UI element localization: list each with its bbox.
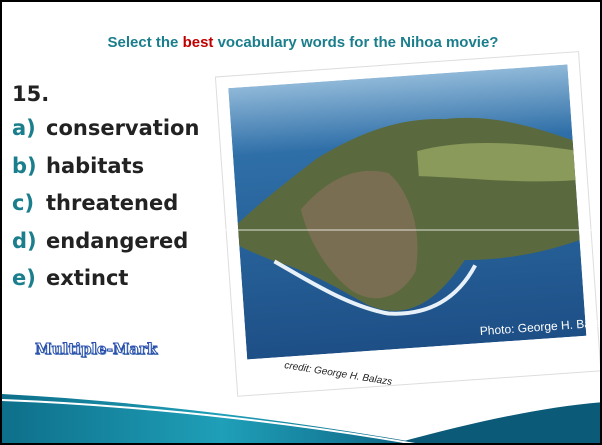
- option-letter: e): [12, 266, 46, 290]
- bottom-wave-right: [382, 402, 602, 445]
- photo-frame: Photo: George H. Balazs (19: [215, 49, 602, 396]
- slide-title: Select the best vocabulary words for the…: [2, 34, 602, 51]
- slide: Photo: George H. Balazs (19 credit: Geor…: [0, 0, 602, 445]
- option-text: extinct: [46, 266, 128, 290]
- option[interactable]: a)conservation: [12, 116, 199, 140]
- title-text: vocabulary words for the Nihoa movie?: [213, 34, 498, 51]
- photo: [228, 64, 586, 359]
- option-text: habitats: [46, 154, 144, 178]
- option-letter: d): [12, 229, 46, 253]
- question-type: Multiple-Mark: [35, 340, 157, 358]
- option[interactable]: e)extinct: [12, 266, 128, 290]
- option-letter: b): [12, 154, 46, 178]
- option-text: threatened: [46, 191, 178, 215]
- option-text: endangered: [46, 229, 188, 253]
- option[interactable]: d)endangered: [12, 229, 188, 253]
- slide-graphics: Photo: George H. Balazs (19 credit: Geor…: [2, 2, 602, 445]
- option[interactable]: c)threatened: [12, 191, 178, 215]
- option-letter: a): [12, 116, 46, 140]
- question-number: 15.: [12, 82, 49, 106]
- option[interactable]: b)habitats: [12, 154, 144, 178]
- option-letter: c): [12, 191, 46, 215]
- title-highlight: best: [183, 34, 214, 51]
- option-text: conservation: [46, 116, 199, 140]
- title-text: Select the: [108, 34, 183, 51]
